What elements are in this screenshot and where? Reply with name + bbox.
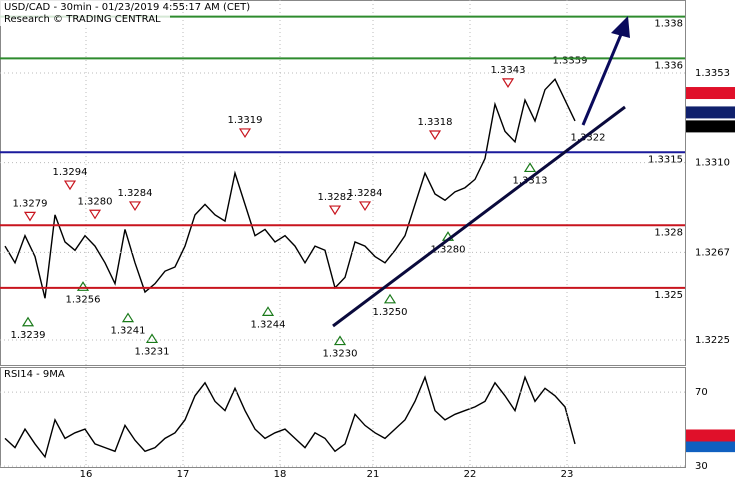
- annotation-label: 1.3280: [78, 196, 113, 207]
- level-label: 1.338: [654, 19, 683, 30]
- level-label: 1.3315: [648, 154, 683, 165]
- price-box: [686, 106, 735, 119]
- price-box: [686, 429, 735, 442]
- annotation-label: 1.3318: [418, 117, 453, 128]
- trough-marker: [21, 316, 35, 327]
- price-box: [686, 440, 735, 453]
- peak-marker: [23, 211, 37, 222]
- annotation-label: 1.3241: [111, 326, 146, 337]
- y-tick-label: 1.3310: [695, 158, 730, 169]
- annotation-label: 1.3284: [118, 188, 153, 199]
- annotation-label: 1.3279: [13, 198, 48, 209]
- trough-marker: [145, 333, 159, 344]
- annotation-label: 1.3322: [571, 133, 606, 144]
- arrow-head: [611, 16, 630, 38]
- trough-marker: [261, 306, 275, 316]
- level-label: 1.336: [654, 60, 683, 71]
- annotation-label: 1.3282: [318, 192, 353, 203]
- annotation-label: 1.3294: [53, 167, 88, 178]
- annotation-label: 1.3244: [251, 319, 286, 330]
- x-tick-label: 17: [177, 469, 190, 480]
- annotation-label: 1.3250: [373, 307, 408, 318]
- annotation-label: 1.3231: [135, 346, 170, 357]
- price-panel: [0, 0, 686, 366]
- trough-marker: [383, 293, 397, 304]
- rsi-panel: [0, 367, 686, 468]
- peak-marker: [501, 78, 515, 88]
- trough-marker: [523, 162, 537, 173]
- annotation-label: 1.3313: [513, 175, 548, 186]
- x-tick-label: 21: [367, 469, 380, 480]
- trough-marker: [76, 281, 90, 291]
- chart-subtitle: Research © TRADING CENTRAL: [4, 14, 161, 25]
- series-line: [4, 375, 576, 459]
- projection-arrow: [581, 31, 624, 126]
- rsi-title: RSI14 - 9MA: [4, 369, 65, 380]
- annotation-label: 1.3284: [348, 188, 383, 199]
- annotation-label: 1.3359: [553, 55, 588, 66]
- trend-line: [332, 105, 626, 328]
- annotation-label: 1.3230: [323, 349, 358, 360]
- title-bg: [0, 0, 170, 26]
- y-tick-label: 1.3267: [695, 247, 730, 258]
- series-line: [4, 78, 576, 299]
- x-tick-label: 16: [80, 469, 93, 480]
- y-tick-label: 1.3353: [695, 68, 730, 79]
- level-label: 1.328: [654, 227, 683, 238]
- x-tick-label: 23: [561, 469, 574, 480]
- level-label: 1.325: [654, 290, 683, 301]
- annotation-label: 1.3280: [431, 244, 466, 255]
- peak-marker: [328, 205, 342, 216]
- annotation-label: 1.3256: [66, 294, 101, 305]
- peak-marker: [128, 201, 142, 212]
- price-box: [686, 120, 735, 133]
- y-tick-label: 70: [695, 387, 708, 398]
- annotation-label: 1.3319: [228, 115, 263, 126]
- price-box: [686, 87, 735, 100]
- trough-marker: [121, 312, 135, 323]
- peak-marker: [428, 130, 442, 141]
- chart-title: USD/CAD - 30min - 01/23/2019 4:55:17 AM …: [4, 2, 250, 13]
- peak-marker: [238, 128, 252, 139]
- trough-marker: [333, 335, 347, 346]
- x-tick-label: 22: [464, 469, 477, 480]
- annotation-label: 1.3239: [11, 330, 46, 341]
- x-tick-label: 18: [274, 469, 287, 480]
- y-tick-label: 1.3225: [695, 335, 730, 346]
- y-tick-label: 30: [695, 461, 708, 472]
- peak-marker: [88, 209, 102, 220]
- peak-marker: [358, 201, 372, 212]
- annotation-label: 1.3343: [491, 65, 526, 76]
- peak-marker: [63, 180, 77, 191]
